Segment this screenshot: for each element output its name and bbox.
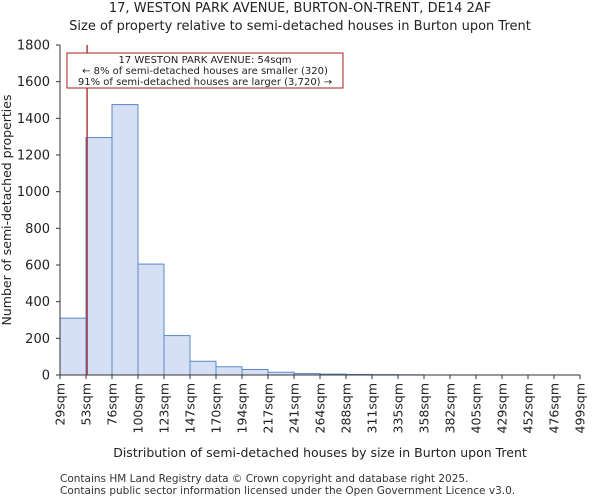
x-tick-label-170sqm: 170sqm [209, 383, 224, 433]
y-tick-label-1200: 1200 [17, 149, 50, 164]
annotation-line-1: 17 WESTON PARK AVENUE: 54sqm [118, 55, 291, 66]
x-axis-label: Distribution of semi-detached houses by … [113, 445, 527, 460]
y-tick-label-200: 200 [25, 332, 50, 347]
x-tick-label-429sqm: 429sqm [495, 383, 510, 433]
annotation-line-3: 91% of semi-detached houses are larger (… [78, 77, 332, 88]
x-tick-label-311sqm: 311sqm [365, 383, 380, 433]
x-tick-label-194sqm: 194sqm [235, 383, 250, 433]
y-tick-label-0: 0 [42, 369, 50, 384]
x-tick-label-335sqm: 335sqm [391, 383, 406, 433]
x-tick-label-123sqm: 123sqm [157, 383, 172, 433]
bar-53sqm [85, 137, 113, 376]
y-tick-label-400: 400 [25, 295, 50, 310]
x-tick-label-358sqm: 358sqm [417, 383, 432, 433]
x-tick-label-217sqm: 217sqm [261, 383, 276, 433]
bar-100sqm [137, 263, 165, 376]
y-tick-label-1000: 1000 [17, 185, 50, 200]
y-axis-label: Number of semi-detached properties [0, 95, 14, 326]
bar-123sqm [163, 335, 191, 376]
bar-170sqm [215, 366, 243, 376]
x-tick-label-53sqm: 53sqm [79, 383, 94, 426]
bar-29sqm [59, 317, 87, 376]
y-tick-label-1400: 1400 [17, 112, 50, 127]
chart-subtitle: Size of property relative to semi-detach… [69, 19, 531, 34]
x-tick-label-382sqm: 382sqm [443, 383, 458, 433]
annotation-box [66, 52, 344, 89]
y-tick-label-1800: 1800 [17, 39, 50, 54]
annotation-line-2: ← 8% of semi-detached houses are smaller… [82, 66, 328, 77]
y-tick-label-800: 800 [25, 222, 50, 237]
y-tick-label-600: 600 [25, 259, 50, 274]
footer-line-2: Contains public sector information licen… [60, 485, 516, 497]
bar-76sqm [111, 104, 139, 376]
x-tick-label-405sqm: 405sqm [469, 383, 484, 433]
bar-194sqm [241, 369, 269, 376]
bar-147sqm [189, 360, 217, 376]
histogram-chart: 0 200 400 600 800 1000 1200 1400 1600 1800 29sqm 53… [0, 39, 588, 461]
x-tick-label-264sqm: 264sqm [313, 383, 328, 433]
chart-title: 17, WESTON PARK AVENUE, BURTON-ON-TRENT,… [108, 1, 492, 16]
x-tick-label-476sqm: 476sqm [547, 383, 562, 433]
x-tick-label-499sqm: 499sqm [573, 383, 588, 433]
y-tick-label-1600: 1600 [17, 75, 50, 90]
x-tick-label-288sqm: 288sqm [339, 383, 354, 433]
x-tick-label-241sqm: 241sqm [287, 383, 302, 433]
x-tick-label-452sqm: 452sqm [521, 383, 536, 433]
x-tick-label-147sqm: 147sqm [183, 383, 198, 433]
x-tick-label-76sqm: 76sqm [105, 383, 120, 426]
x-tick-label-29sqm: 29sqm [53, 383, 68, 426]
footer-line-1: Contains HM Land Registry data © Crown c… [60, 473, 469, 485]
x-tick-label-100sqm: 100sqm [131, 383, 146, 433]
